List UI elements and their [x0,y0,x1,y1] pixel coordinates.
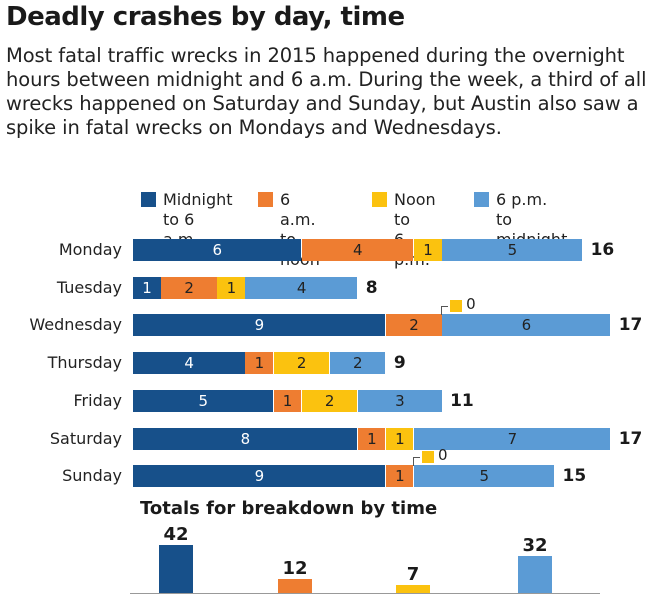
bar-value-label: 1 [282,391,293,410]
zero-value-swatch [450,300,463,313]
bar-segment [133,314,386,337]
bar-value-label: 1 [395,467,405,486]
bar-value-label: 8 [240,429,251,448]
bar-value-label: 6 [521,316,532,335]
zero-value-label: 0 [466,295,476,314]
bar-segment [245,352,273,375]
bar-segment [442,239,583,261]
bar-value-label: 2 [409,316,419,335]
bar-value-label: 9 [254,467,265,486]
bar-value-label: 5 [507,241,518,259]
totals-value-label: 7 [406,564,420,585]
bar-segment [133,427,358,450]
bar-value-label: 2 [296,354,307,373]
zero-value-swatch [422,451,434,464]
bar-segment [414,239,442,261]
day-label-saturday: Saturday [49,428,122,448]
day-label-friday: Friday [73,390,123,410]
bar-segment [385,465,414,488]
bar-value-label: 5 [198,391,209,410]
bar-segment [217,276,245,299]
day-label-sunday: Sunday [62,466,122,486]
totals-value-label: 42 [163,524,189,545]
totals-bar [278,579,312,593]
totals-title: Totals for breakdown by time [140,498,438,519]
bar-segment [329,352,386,375]
totals-baseline [130,593,600,594]
bar-segment [161,276,217,299]
bar-value-label: 1 [423,241,433,259]
bar-segment [133,389,273,412]
totals-bar [159,545,193,593]
bar-segment [245,276,358,299]
bar-segment [357,427,386,450]
chart-title: Deadly crashes by day, time [6,2,405,32]
bar-value-label: 5 [479,467,490,486]
bar-segment [301,239,414,261]
bar-segment [133,276,161,299]
bar-segment [301,389,358,412]
bar-value-label: 9 [254,316,265,335]
bar-segment [385,427,414,450]
bar-segment [414,465,554,488]
bar-total-label: 15 [562,466,587,487]
bar-value-label: 4 [184,354,194,373]
bar-value-label: 2 [184,278,194,297]
totals-value-label: 32 [522,535,548,557]
zero-value-label: 0 [438,446,448,465]
bar-value-label: 4 [296,278,307,297]
totals-bar [518,556,552,593]
legend: Midnight to 6 a.m.6 a.m. to noonNoon to … [0,190,660,269]
bar-total-label: 16 [590,240,615,260]
legend-swatch [258,192,273,207]
bar-value-label: 1 [226,278,237,297]
totals-bar [396,585,430,593]
legend-swatch [141,192,156,207]
day-label-thursday: Thursday [47,353,122,373]
bar-value-label: 2 [324,391,335,410]
bar-segment [133,352,245,375]
totals-value-label: 12 [282,558,308,580]
bar-value-label: 4 [353,241,363,259]
zero-leader-line [413,457,420,467]
chart-subtitle: Most fatal traffic wrecks in 2015 happen… [6,44,647,139]
bar-segment [442,314,611,337]
day-label-monday: Monday [58,240,122,259]
legend-swatch [372,192,387,207]
bar-total-label: 11 [450,390,474,411]
bar-total-label: 9 [393,353,406,374]
bar-value-label: 1 [367,429,377,448]
bar-value-label: 1 [254,354,265,373]
bar-segment [273,352,330,375]
bar-value-label: 7 [507,429,518,448]
totals-bar-chart: 42 12 7 32 [0,520,660,596]
day-label-wednesday: Wednesday [29,315,122,335]
bar-value-label: 1 [142,278,152,297]
bar-value-label: 3 [395,391,405,410]
zero-leader-line [441,306,449,316]
bar-segment [385,314,442,337]
bar-value-label: 1 [395,429,405,448]
bar-segment [357,389,442,412]
day-label-tuesday: Tuesday [56,277,122,297]
bar-total-label: 8 [365,277,378,298]
bar-segment [133,239,302,261]
bar-value-label: 2 [353,354,363,373]
stacked-bar-chart: Monday 6 4 1 5 16 Tuesday 1 2 1 4 8 Wednesday 9 2 6 17 0 T… [0,232,660,492]
bar-total-label: 17 [618,315,643,336]
bar-total-label: 17 [618,428,643,449]
bar-segment [273,389,302,412]
bar-segment [414,427,611,450]
bar-value-label: 6 [212,241,223,259]
legend-swatch [474,192,489,207]
bar-segment [133,465,386,488]
